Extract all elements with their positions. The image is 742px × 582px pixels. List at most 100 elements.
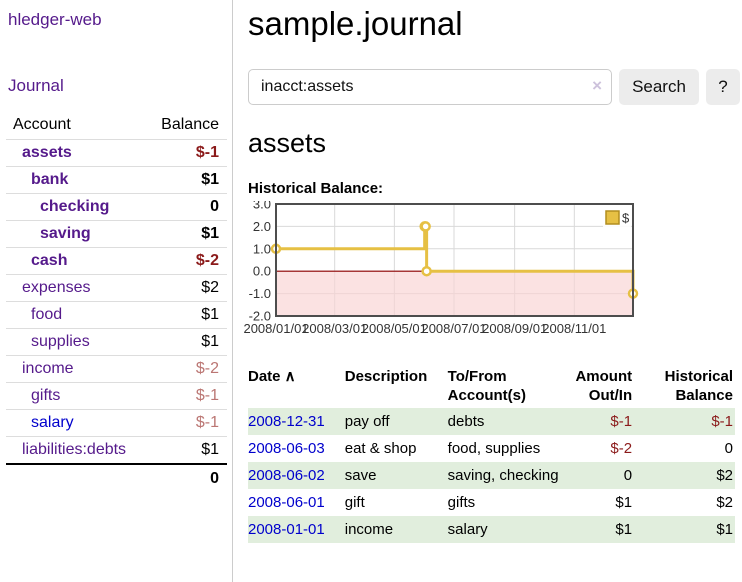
balance-column-header: Balance (143, 112, 227, 140)
main-content: sample.journal × Search ? assets Histori… (243, 0, 742, 543)
transaction-row: 2008-12-31 pay off debts $-1 $-1 (248, 408, 735, 435)
account-row: income $-2 (6, 355, 227, 383)
transaction-description: eat & shop (344, 440, 417, 457)
transaction-balance: 0 (724, 440, 733, 457)
register-column-header[interactable]: Historical Balance (638, 364, 735, 408)
account-balance: 0 (143, 193, 227, 221)
account-link-assets[interactable]: assets (22, 144, 72, 161)
account-row: gifts $-1 (6, 382, 227, 410)
svg-text:-1.0: -1.0 (249, 286, 271, 301)
search-bar: × Search ? (248, 69, 742, 105)
account-row: saving $1 (6, 220, 227, 248)
account-balance: $1 (143, 220, 227, 248)
column-label: Description (344, 368, 428, 385)
account-link-expenses[interactable]: expenses (22, 279, 91, 296)
account-link-income[interactable]: income (22, 360, 74, 377)
column-label: Date (248, 368, 281, 385)
transaction-balance: $2 (716, 494, 733, 511)
account-link-gifts[interactable]: gifts (31, 387, 61, 404)
accounts-total-row: 0 (6, 463, 227, 492)
column-label: Account(s) (447, 387, 527, 404)
transaction-balance: $-1 (711, 413, 733, 430)
transaction-amount: $-1 (610, 413, 633, 430)
transaction-date-link[interactable]: 2008-06-03 (248, 440, 325, 457)
account-balance: $-1 (143, 409, 227, 437)
account-page-title: assets (248, 128, 327, 158)
transaction-date-link[interactable]: 2008-12-31 (248, 413, 325, 430)
account-link-salary[interactable]: salary (31, 414, 74, 431)
register-table: Date ∧ Description To/From Account(s) Amount… (248, 364, 735, 543)
help-button[interactable]: ? (706, 69, 740, 105)
app-title-link[interactable]: hledger-web (8, 10, 102, 29)
transaction-row: 2008-06-02 save saving, checking 0 $2 (248, 462, 735, 489)
account-balance: $1 (143, 166, 227, 194)
account-link-saving[interactable]: saving (40, 225, 91, 242)
account-row: food $1 (6, 301, 227, 329)
transaction-description: gift (344, 494, 365, 511)
transaction-balance: $1 (716, 521, 733, 538)
transaction-description: save (344, 467, 377, 484)
search-field-wrap: × (248, 69, 612, 105)
transaction-row: 2008-06-01 gift gifts $1 $2 (248, 489, 735, 516)
svg-text:1.0: 1.0 (253, 241, 271, 256)
transaction-date-link[interactable]: 2008-06-02 (248, 467, 325, 484)
account-link-supplies[interactable]: supplies (31, 333, 90, 350)
register-column-header[interactable]: Description (345, 364, 448, 408)
account-link-bank[interactable]: bank (31, 171, 69, 188)
chart-heading: Historical Balance: (248, 180, 384, 197)
account-row: assets $-1 (6, 139, 227, 167)
sort-ascending-icon[interactable]: ∧ (280, 368, 296, 385)
account-balance: $1 (143, 328, 227, 356)
historical-balance-chart: 3.0 2.0 1.0 0.0 -1.0 -2.0 2008/01/01 2008/03/01… (243, 197, 742, 346)
column-label: Out/In (588, 387, 633, 404)
search-button[interactable]: Search (619, 69, 699, 105)
sidebar-item-journal[interactable]: Journal (8, 76, 64, 95)
column-label: Amount (575, 368, 633, 385)
svg-text:2.0: 2.0 (253, 219, 271, 234)
account-link-checking[interactable]: checking (40, 198, 110, 215)
transaction-balance: $2 (716, 467, 733, 484)
svg-text:0.0: 0.0 (253, 264, 271, 279)
transaction-accounts: salary (447, 521, 488, 538)
svg-text:2008/05/01: 2008/05/01 (362, 321, 427, 336)
transaction-date-link[interactable]: 2008-01-01 (248, 521, 325, 538)
account-row: liabilities:debts $1 (6, 437, 227, 465)
register-column-header[interactable]: Date ∧ (248, 364, 345, 408)
transaction-description: income (344, 521, 394, 538)
account-row: expenses $2 (6, 274, 227, 302)
transaction-accounts: saving, checking (447, 467, 559, 484)
svg-text:2008/03/01: 2008/03/01 (302, 321, 367, 336)
transaction-row: 2008-06-03 eat & shop food, supplies $-2 0 (248, 435, 735, 462)
transaction-description: pay off (344, 413, 390, 430)
accounts-total: 0 (143, 463, 227, 492)
account-balance: $-2 (143, 355, 227, 383)
account-link-food[interactable]: food (31, 306, 63, 323)
account-link-cash[interactable]: cash (31, 252, 68, 269)
account-balance: $-1 (143, 382, 227, 410)
account-balance: $1 (201, 441, 219, 458)
svg-text:2008/09/01: 2008/09/01 (482, 321, 547, 336)
svg-text:-2.0: -2.0 (249, 309, 271, 324)
register-column-header[interactable]: To/From Account(s) (448, 364, 576, 408)
sidebar: hledger-web Journal Account Balance asse… (0, 0, 233, 582)
svg-text:2008/07/01: 2008/07/01 (421, 321, 486, 336)
transaction-row: 2008-01-01 income salary $1 $1 (248, 516, 735, 543)
transaction-accounts: food, supplies (447, 440, 541, 457)
search-input[interactable] (248, 69, 612, 105)
transaction-accounts: debts (447, 413, 485, 430)
svg-text:2008/01/01: 2008/01/01 (244, 321, 309, 336)
account-balance: $-2 (143, 247, 227, 275)
legend-label: $ (622, 211, 630, 226)
svg-text:3.0: 3.0 (253, 201, 271, 212)
transaction-date-link[interactable]: 2008-06-01 (248, 494, 325, 511)
account-link-liabilities-debts[interactable]: liabilities:debts (22, 441, 127, 458)
svg-text:2008/11/01: 2008/11/01 (542, 321, 606, 336)
account-row: bank $1 (6, 166, 227, 194)
register-column-header[interactable]: Amount Out/In (575, 364, 638, 408)
column-label: To/From (447, 368, 507, 385)
account-balance: $-1 (143, 139, 227, 167)
account-balance: $1 (143, 301, 227, 329)
clear-search-icon[interactable]: × (592, 76, 602, 95)
account-row: salary $-1 (6, 409, 227, 437)
legend-swatch (605, 210, 620, 225)
